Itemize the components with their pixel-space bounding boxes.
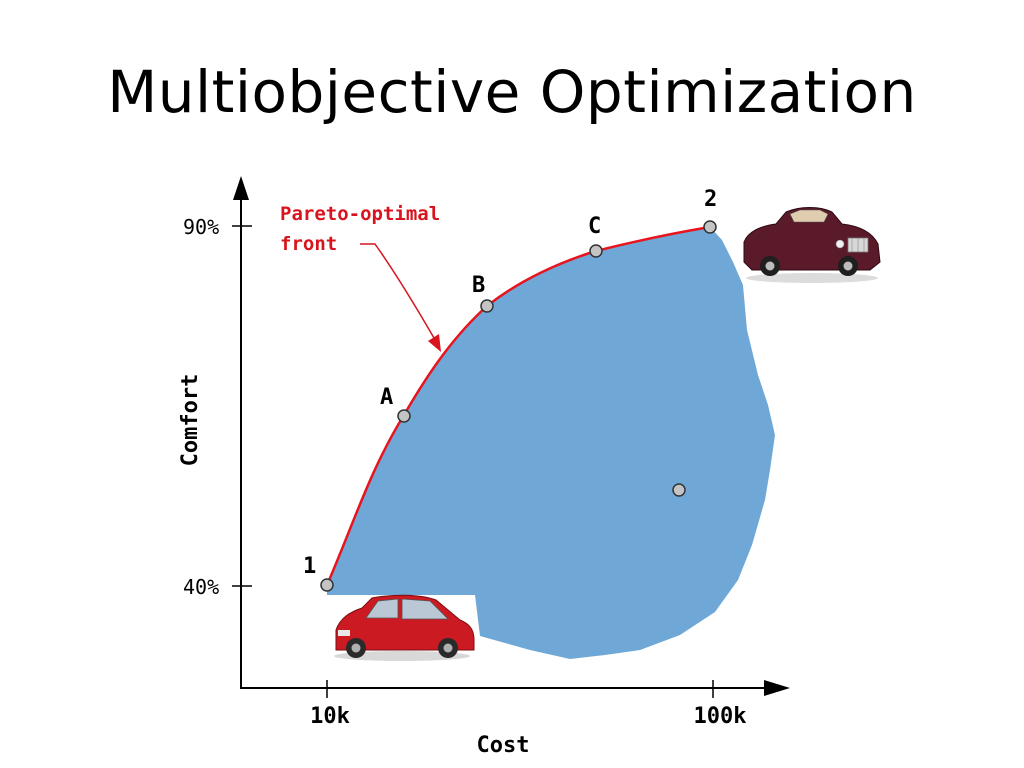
slide-title: Multiobjective Optimization	[107, 58, 917, 126]
pareto-arrowhead	[428, 334, 441, 352]
pareto-label-line2: front	[280, 233, 337, 255]
maroon-convertible-image	[743, 207, 881, 283]
point-label-2: 2	[704, 187, 717, 212]
x-tick-label-10k: 10k	[310, 704, 350, 729]
point-label-1: 1	[303, 554, 316, 579]
axes	[232, 176, 790, 698]
point-1	[320, 578, 334, 592]
point-b	[480, 299, 494, 313]
x-axis-arrow	[764, 680, 790, 696]
solution-points	[320, 220, 717, 592]
point-a	[397, 409, 411, 423]
y-tick-label-90: 90%	[183, 215, 219, 239]
y-axis-label: Comfort	[178, 374, 203, 467]
point-label-c: C	[588, 214, 601, 239]
red-hatchback-image	[327, 594, 475, 666]
point-label-b: B	[472, 273, 485, 298]
point-2	[703, 220, 717, 234]
pareto-label-line1: Pareto-optimal	[280, 203, 440, 225]
y-tick-label-40: 40%	[183, 575, 219, 599]
y-axis-arrow	[233, 176, 249, 200]
point-dominated	[672, 483, 686, 497]
pareto-annotation-arrow	[360, 243, 435, 339]
feasible-region	[327, 227, 775, 659]
point-label-a: A	[380, 385, 393, 410]
point-c	[589, 244, 603, 258]
x-tick-label-100k: 100k	[694, 704, 747, 729]
x-axis-label: Cost	[477, 733, 530, 758]
